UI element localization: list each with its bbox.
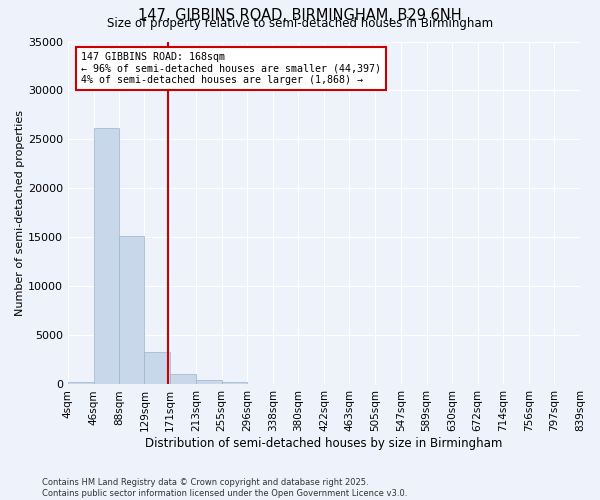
X-axis label: Distribution of semi-detached houses by size in Birmingham: Distribution of semi-detached houses by …: [145, 437, 503, 450]
Text: Size of property relative to semi-detached houses in Birmingham: Size of property relative to semi-detach…: [107, 18, 493, 30]
Bar: [145, 352, 170, 384]
Text: 147, GIBBINS ROAD, BIRMINGHAM, B29 6NH: 147, GIBBINS ROAD, BIRMINGHAM, B29 6NH: [138, 8, 462, 22]
Bar: [170, 374, 196, 384]
Bar: [196, 380, 222, 384]
Bar: [119, 236, 145, 384]
Y-axis label: Number of semi-detached properties: Number of semi-detached properties: [15, 110, 25, 316]
Bar: [94, 128, 119, 384]
Bar: [222, 382, 247, 384]
Bar: [68, 382, 94, 384]
Text: 147 GIBBINS ROAD: 168sqm
← 96% of semi-detached houses are smaller (44,397)
4% o: 147 GIBBINS ROAD: 168sqm ← 96% of semi-d…: [80, 52, 380, 85]
Text: Contains HM Land Registry data © Crown copyright and database right 2025.
Contai: Contains HM Land Registry data © Crown c…: [42, 478, 407, 498]
